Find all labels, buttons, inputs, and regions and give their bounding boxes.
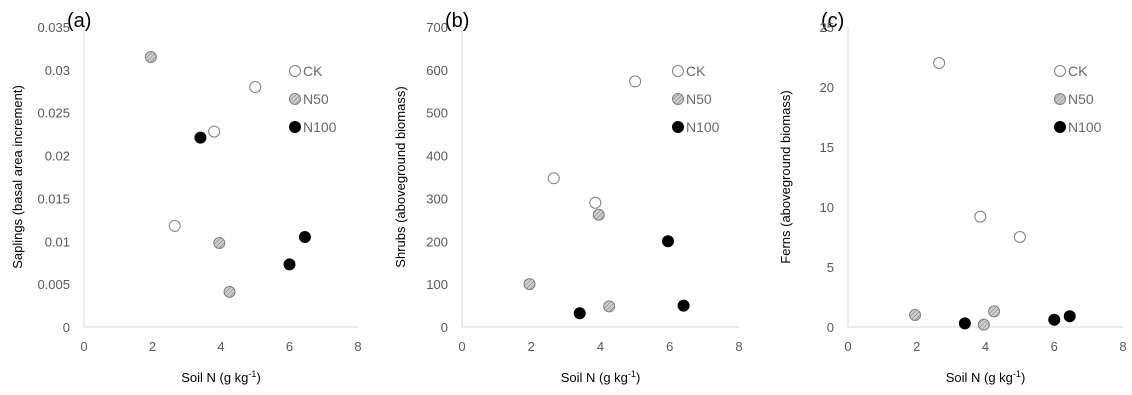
x-tick-label: 8 — [735, 339, 742, 354]
point-n50 — [603, 300, 616, 313]
legend-marker-ck — [672, 65, 684, 77]
x-tick-label: 4 — [597, 339, 604, 354]
y-axis-title: Ferns (aboveground biomass) — [778, 90, 793, 263]
y-tick-label: 0.03 — [45, 63, 70, 78]
point-ck — [1013, 231, 1026, 243]
point-ck — [589, 196, 602, 209]
y-tick-label: 0.025 — [37, 106, 70, 121]
legend-label-n100: N100 — [303, 119, 337, 135]
point-n100 — [1063, 310, 1076, 323]
legend-label-n100: N100 — [1068, 119, 1102, 135]
y-tick-label: 0 — [441, 320, 448, 335]
y-tick-label: 5 — [827, 260, 834, 275]
point-n100 — [662, 235, 675, 248]
point-ck — [208, 125, 221, 138]
panel-label: (a) — [67, 10, 91, 32]
point-ck — [547, 172, 560, 185]
legend-label-n50: N50 — [686, 91, 712, 107]
x-tick-label: 0 — [844, 339, 851, 354]
y-tick-label: 100 — [426, 277, 448, 292]
legend-label-ck: CK — [303, 63, 323, 79]
y-tick-label: 0.035 — [37, 20, 70, 35]
y-tick-label: 0 — [827, 320, 834, 335]
legend-marker-n100 — [289, 121, 301, 133]
point-n50 — [988, 305, 1001, 318]
x-tick-label: 6 — [1051, 339, 1058, 354]
y-tick-label: 500 — [426, 106, 448, 121]
point-n50 — [592, 208, 605, 221]
x-axis-title: Soil N (g kg-1) — [946, 369, 1026, 385]
x-tick-label: 6 — [666, 339, 673, 354]
panel-label: (c) — [821, 10, 844, 32]
panel-3: (c) 0 5 10 15 20 25 0 2 4 6 8 Soil N (g kg-1) Ferns (… — [778, 10, 1127, 385]
panel-label: (b) — [445, 10, 469, 32]
x-tick-label: 2 — [913, 339, 920, 354]
point-ck — [933, 57, 946, 69]
panel-1: (a) 0 0.005 0.01 0.015 0.02 0.025 0.03 0.035 0 2 4 6… — [10, 10, 362, 385]
point-n50 — [909, 309, 922, 321]
point-n100 — [677, 299, 690, 312]
point-n100 — [194, 131, 207, 144]
y-tick-label: 0.02 — [45, 149, 70, 164]
legend-label-ck: CK — [686, 63, 706, 79]
y-tick-label: 600 — [426, 63, 448, 78]
legend-label-n50: N50 — [303, 91, 329, 107]
x-tick-label: 2 — [149, 339, 156, 354]
point-n100 — [573, 307, 586, 320]
point-n50 — [523, 278, 536, 291]
y-tick-label: 25 — [820, 20, 834, 35]
x-axis-title: Soil N (g kg-1) — [181, 369, 261, 385]
point-n50 — [223, 285, 236, 298]
x-axis-title: Soil N (g kg-1) — [561, 369, 641, 385]
y-tick-label: 10 — [820, 200, 834, 215]
point-ck — [629, 75, 642, 88]
y-tick-label: 0 — [63, 320, 70, 335]
y-tick-label: 0.005 — [37, 277, 70, 292]
legend-label-n50: N50 — [1068, 91, 1094, 107]
y-tick-label: 200 — [426, 234, 448, 249]
point-n50 — [977, 318, 990, 331]
legend-marker-n50 — [289, 93, 301, 105]
x-tick-label: 4 — [217, 339, 224, 354]
point-n100 — [298, 231, 311, 243]
x-tick-label: 6 — [286, 339, 293, 354]
legend-marker-n100 — [672, 121, 684, 133]
y-tick-label: 300 — [426, 191, 448, 206]
x-tick-label: 0 — [458, 339, 465, 354]
y-tick-label: 700 — [426, 20, 448, 35]
x-tick-label: 0 — [80, 339, 87, 354]
legend-marker-ck — [1054, 65, 1066, 77]
point-n50 — [213, 237, 226, 249]
legend-marker-n50 — [1054, 93, 1066, 105]
x-tick-label: 4 — [982, 339, 989, 354]
legend-marker-n50 — [672, 93, 684, 105]
y-tick-label: 15 — [820, 140, 834, 155]
y-tick-label: 0.015 — [37, 191, 70, 206]
legend-label-ck: CK — [1068, 63, 1088, 79]
y-tick-label: 20 — [820, 80, 834, 95]
point-n100 — [1048, 313, 1061, 326]
point-ck — [974, 210, 987, 223]
legend-marker-n100 — [1054, 121, 1066, 133]
legend-marker-ck — [289, 65, 301, 77]
panel-2: (b) 0 100 200 300 400 500 600 700 0 2 4 6 8 Soil N (g … — [393, 10, 743, 385]
point-n50 — [144, 51, 157, 63]
x-tick-label: 8 — [1119, 339, 1126, 354]
y-tick-label: 0.01 — [45, 234, 70, 249]
y-axis-title: Saplings (basal area increment) — [10, 85, 25, 269]
point-ck — [249, 81, 262, 93]
y-tick-label: 400 — [426, 149, 448, 164]
x-tick-label: 2 — [528, 339, 535, 354]
legend-label-n100: N100 — [686, 119, 720, 135]
x-tick-label: 8 — [354, 339, 361, 354]
y-axis-title: Shrubs (aboveground biomass) — [393, 86, 408, 267]
point-n100 — [958, 317, 971, 330]
point-ck — [168, 219, 181, 232]
point-n100 — [283, 258, 296, 271]
